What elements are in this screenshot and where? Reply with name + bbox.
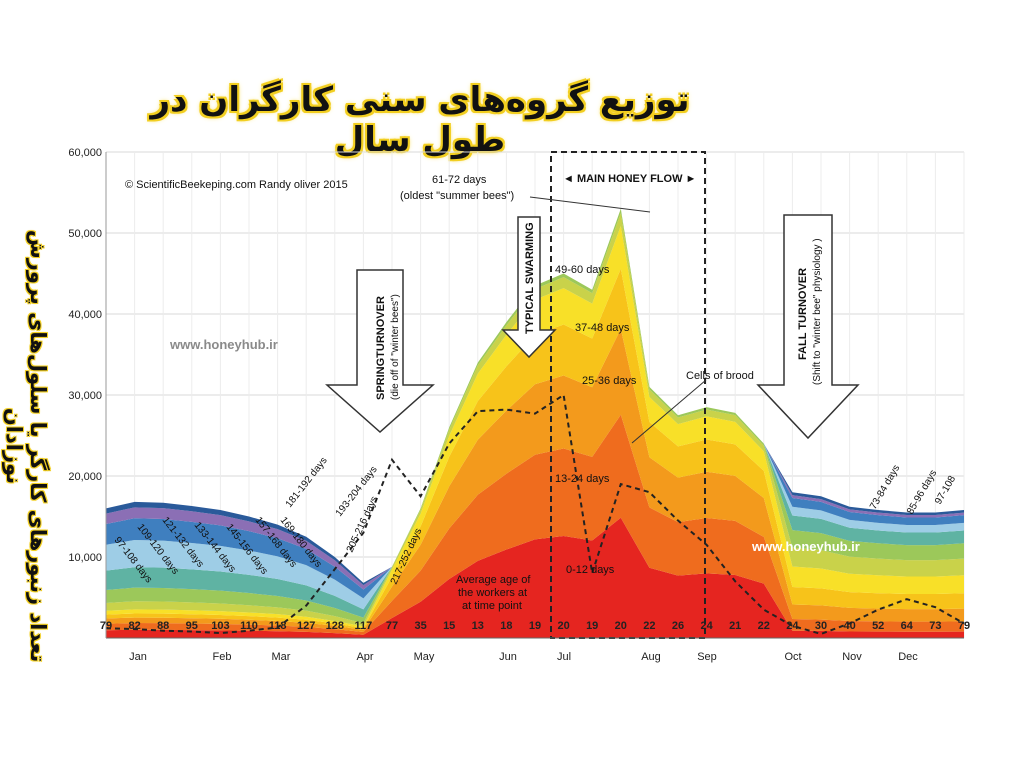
avg-age-label: 24 — [786, 620, 799, 632]
month-label: May — [414, 651, 435, 663]
avg-age-label: 82 — [128, 620, 140, 632]
band-label-25-36: 25-36 days — [582, 375, 637, 387]
avg-age-label: 95 — [186, 620, 198, 632]
brood-cells-line — [105, 393, 965, 636]
spring-turnover-arrow: SPRINGTURNOVER (die off of "winter bees"… — [325, 269, 435, 434]
month-label: Mar — [272, 651, 291, 663]
avg-age-label: 40 — [843, 620, 855, 632]
avg-age-label-1: Average age of — [456, 574, 531, 586]
spring-label-2: (die off of "winter bees") — [390, 294, 401, 400]
band-label-37-48: 37-48 days — [575, 322, 630, 334]
avg-age-label: 73 — [929, 620, 941, 632]
avg-age-label: 79 — [958, 620, 970, 632]
brood-pointer — [631, 379, 707, 444]
brood-label: Cells of brood — [686, 370, 754, 382]
month-label: Oct — [784, 651, 801, 663]
band-label-13-24: 13-24 days — [555, 473, 610, 485]
avg-age-label: 110 — [240, 620, 258, 632]
band-label-97-108-fall: 97-108 — [933, 474, 958, 507]
avg-age-label: 19 — [586, 620, 598, 632]
band-label-0-12: 0-12 days — [566, 564, 615, 576]
avg-age-label: 79 — [100, 620, 112, 632]
avg-age-label: 117 — [355, 620, 373, 632]
avg-age-label: 103 — [211, 620, 229, 632]
month-labels: Jan Feb Mar Apr May Jun Jul Aug Sep Oct Nov Dec — [129, 651, 918, 663]
watermark-2: www.honeyhub.ir — [751, 539, 860, 554]
avg-age-label-2: the workers at — [458, 587, 527, 599]
month-label: Feb — [213, 651, 232, 663]
avg-age-label: 15 — [443, 620, 455, 632]
avg-age-label: 22 — [643, 620, 655, 632]
avg-age-label: 64 — [901, 620, 914, 632]
credit: © ScientificBeekeping.com Randy oliver 2… — [125, 179, 348, 191]
band-label-73-84: 73-84 days — [868, 463, 902, 511]
avg-age-label: 52 — [872, 620, 884, 632]
avg-age-label: 20 — [615, 620, 627, 632]
avg-age-label: 118 — [269, 620, 287, 632]
avg-age-label: 19 — [529, 620, 541, 632]
band-label-49-60: 49-60 days — [555, 264, 610, 276]
area-band-1 — [106, 517, 964, 638]
avg-age-label-3: at time point — [462, 600, 522, 612]
brood-line — [105, 393, 965, 636]
spring-label-1: SPRINGTURNOVER — [375, 296, 387, 400]
month-label: Sep — [697, 651, 717, 663]
avg-age-label: 13 — [472, 620, 484, 632]
main-flow-label: ◄ MAIN HONEY FLOW ► — [563, 173, 696, 185]
y-tick-label: 20,000 — [68, 471, 102, 483]
average-age-labels: 79 82 88 95 103 110 118 127 128 117 77 35 15 13 18 19 20… — [100, 620, 970, 632]
month-label: Jan — [129, 651, 147, 663]
y-tick-label: 40,000 — [68, 309, 102, 321]
avg-age-label: 127 — [297, 620, 315, 632]
month-label: Apr — [356, 651, 373, 663]
avg-age-label: 24 — [700, 620, 713, 632]
oldest-label-1: 61-72 days — [432, 174, 487, 186]
band-label-85-96: 85-96 days — [905, 468, 939, 516]
avg-age-label: 20 — [557, 620, 569, 632]
area-band-9 — [106, 208, 964, 610]
y-tick-label: 50,000 — [68, 228, 102, 240]
avg-age-label: 30 — [815, 620, 827, 632]
area-band-8 — [106, 208, 964, 618]
fall-label-1: FALL TURNOVER — [797, 268, 809, 360]
avg-age-label: 128 — [326, 620, 344, 632]
month-label: Aug — [641, 651, 661, 663]
avg-age-label: 18 — [500, 620, 512, 632]
avg-age-label: 21 — [729, 620, 741, 632]
y-tick-label: 60,000 — [68, 147, 102, 159]
fall-turnover-arrow: FALL TURNOVER (Shift to "winter bee" phy… — [756, 214, 860, 440]
y-tick-label: 10,000 — [68, 552, 102, 564]
month-label: Jun — [499, 651, 517, 663]
oldest-label-2: (oldest "summer bees") — [400, 190, 514, 202]
fall-label-2: (Shift to "winter bee" physiology ) — [812, 238, 823, 385]
month-label: Nov — [842, 651, 862, 663]
watermark-1: www.honeyhub.ir — [169, 337, 278, 352]
area-band-2 — [106, 414, 964, 635]
y-ticks: 60,000 50,000 40,000 30,000 20,000 10,000 — [68, 147, 102, 564]
swarming-label: TYPICAL SWARMING — [524, 222, 536, 334]
month-label: Dec — [898, 651, 918, 663]
avg-age-label: 26 — [672, 620, 684, 632]
avg-age-label: 77 — [386, 620, 398, 632]
avg-age-label: 22 — [758, 620, 770, 632]
oldest-pointer — [529, 196, 651, 213]
avg-age-label: 35 — [414, 620, 426, 632]
page-title: توزیع گروه‌های سنی کارگران در طول سال — [150, 80, 690, 160]
month-label: Jul — [557, 651, 571, 663]
swarming-arrow: TYPICAL SWARMING — [501, 216, 557, 359]
avg-age-label: 88 — [157, 620, 169, 632]
y-tick-label: 30,000 — [68, 390, 102, 402]
area-band-3 — [106, 328, 964, 632]
